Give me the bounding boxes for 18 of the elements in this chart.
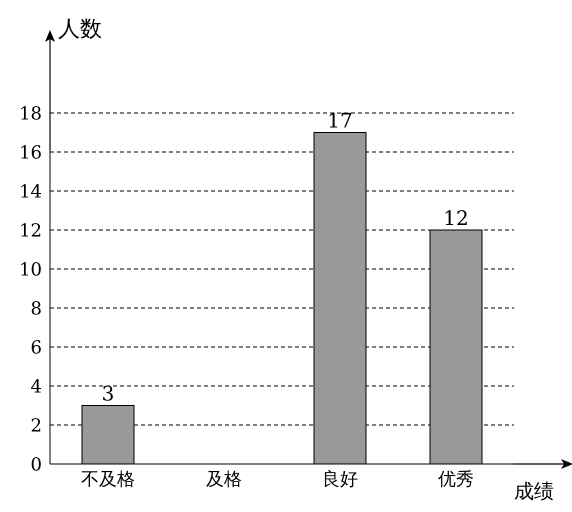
- y-tick-label: 2: [30, 415, 42, 436]
- y-tick-label: 8: [30, 298, 42, 320]
- y-tick-label: 14: [19, 181, 42, 202]
- data-label: 12: [443, 206, 469, 230]
- x-tick-label: 及格: [206, 468, 242, 490]
- y-tick-label: 18: [19, 103, 42, 124]
- y-tick-label: 0: [30, 454, 42, 476]
- y-tick-label: 16: [19, 142, 42, 164]
- data-label: 17: [327, 108, 353, 132]
- x-tick-label: 不及格: [81, 468, 135, 490]
- x-axis-title: 成绩: [514, 478, 554, 505]
- x-tick-label: 良好: [322, 468, 358, 490]
- x-tick-label: 优秀: [438, 468, 474, 490]
- y-axis-title: 人数: [58, 16, 102, 44]
- y-tick-label: 4: [30, 376, 42, 398]
- y-tick-label: 10: [19, 259, 42, 280]
- y-tick-label: 12: [19, 220, 42, 242]
- y-tick-label: 6: [30, 337, 42, 358]
